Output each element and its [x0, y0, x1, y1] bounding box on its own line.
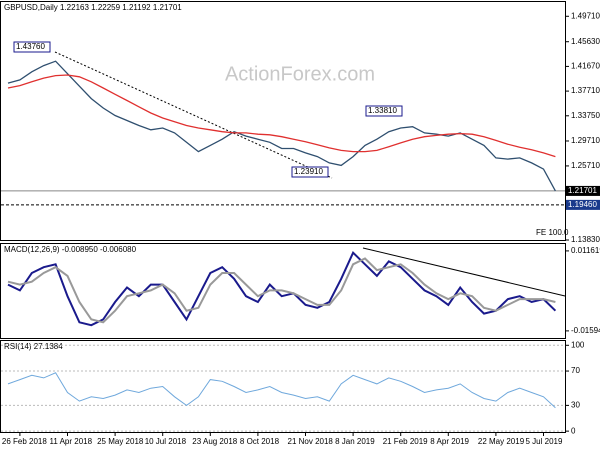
series-line — [7, 372, 556, 409]
y-tick-label: 1.13830 — [571, 235, 600, 244]
price-trendline — [54, 51, 333, 179]
x-tick-label: 8 Apr 2019 — [430, 437, 469, 446]
annotation: 1.23910 — [294, 167, 323, 176]
y-tick-label: 1.45630 — [571, 37, 600, 46]
series-line — [7, 74, 556, 158]
y-tick-label: -0.015949 — [571, 326, 600, 335]
y-tick-label: 1.25710 — [571, 161, 600, 170]
x-tick-label: 21 Feb 2019 — [383, 437, 428, 446]
rsi-title: RSI(14) 27.1384 — [4, 342, 63, 351]
watermark: ActionForex.com — [225, 63, 375, 85]
y-tick-label: 0 — [571, 426, 576, 435]
y-tick-label: 0.011619 — [571, 246, 600, 255]
x-tick-label: 23 Aug 2018 — [192, 437, 237, 446]
annotation: 1.33810 — [368, 106, 397, 115]
price-panel — [0, 1, 566, 241]
x-tick-label: 25 May 2018 — [97, 437, 144, 446]
y-tick-label: 1.33750 — [571, 111, 600, 120]
x-tick-label: 10 Jul 2018 — [145, 437, 187, 446]
macd-trendline — [362, 247, 566, 297]
annotation-box — [13, 41, 51, 53]
series-line — [7, 60, 556, 192]
annotation: FE 100.0 — [536, 228, 569, 237]
x-tick-label: 8 Oct 2018 — [240, 437, 280, 446]
level-box — [566, 185, 600, 196]
macd-title: MACD(12,26,9) -0.008950 -0.006080 — [4, 245, 137, 254]
x-tick-label: 21 Nov 2018 — [288, 437, 334, 446]
x-tick-label: 11 Apr 2018 — [50, 437, 93, 446]
annotation: 1.43760 — [16, 42, 45, 51]
macd-panel — [0, 243, 566, 339]
rsi-panel — [0, 340, 566, 433]
y-tick-label: 30 — [571, 400, 580, 409]
y-tick-label: 100 — [571, 340, 585, 349]
y-tick-label: 1.37710 — [571, 86, 600, 95]
annotation-box — [365, 105, 403, 117]
y-tick-label: 1.29710 — [571, 136, 600, 145]
annotation-box — [291, 166, 329, 178]
x-tick-label: 26 Feb 2018 — [2, 437, 47, 446]
x-tick-label: 8 Jan 2019 — [335, 437, 375, 446]
level-box — [566, 199, 600, 210]
level-label: 1.19460 — [568, 200, 597, 209]
x-tick-label: 5 Jul 2019 — [526, 437, 563, 446]
y-tick-label: 70 — [571, 366, 580, 375]
x-tick-label: 22 May 2019 — [478, 437, 525, 446]
level-label: 1.21701 — [568, 186, 597, 195]
series-line — [7, 257, 556, 324]
chart-title: GBPUSD,Daily 1.22163 1.22259 1.21192 1.2… — [4, 3, 182, 12]
y-tick-label: 1.41670 — [571, 62, 600, 71]
y-tick-label: 1.49710 — [571, 11, 600, 20]
